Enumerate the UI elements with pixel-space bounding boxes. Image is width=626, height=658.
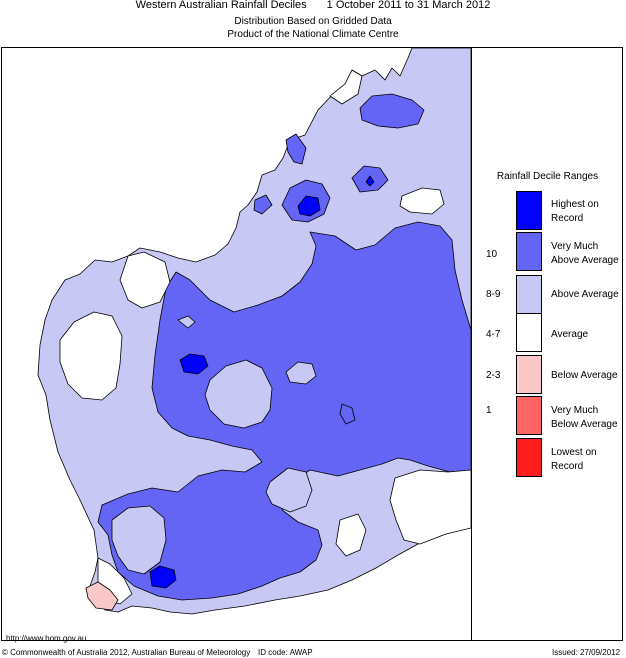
average-region-north-east: [399, 187, 445, 215]
map-subtitle-product: Product of the National Climate Centre: [227, 29, 399, 40]
above-average-patch-southwest: [111, 505, 167, 575]
legend-label-highest-on-record: Highest on Record: [551, 199, 599, 224]
footer-copyright: © Commonwealth of Australia 2012, Austra…: [2, 648, 251, 657]
highest-on-record-central: [179, 353, 209, 375]
map-title: Western Australian Rainfall Deciles 1 Oct…: [0, 0, 626, 12]
above-average-patch-east: [285, 361, 317, 385]
legend-swatch-very-much-above-average: [516, 232, 542, 271]
legend-decile-10: 10: [486, 249, 498, 260]
rainfall-map: [37, 48, 471, 615]
legend-label-above-average: Above Average: [551, 289, 619, 300]
legend-divider: [471, 47, 472, 641]
legend-label-below-average: Below Average: [551, 370, 618, 381]
average-region-kimberley-coast: [329, 69, 363, 105]
legend-label-lowest-on-record: Lowest on Record: [551, 447, 597, 472]
legend-label-very-much-below-average: Very Much Below Average: [551, 405, 618, 430]
map-title-text: Western Australian Rainfall Deciles: [135, 0, 307, 11]
very-much-above-average-kimberley-east: [359, 93, 425, 129]
average-region-south-coast: [335, 513, 367, 557]
average-region-central-west: [119, 251, 171, 309]
legend-swatch-average: [516, 313, 542, 352]
legend-swatch-very-much-below-average: [516, 396, 542, 435]
highest-on-record-southwest: [149, 565, 177, 589]
average-region-west-coast: [59, 311, 123, 401]
very-much-above-average-east-small: [339, 403, 356, 425]
above-average-patch-small: [177, 315, 196, 329]
footer-issued-date: Issued: 27/09/2012: [552, 648, 621, 657]
highest-on-record-pilbara: [297, 195, 321, 217]
above-average-patch-south: [265, 467, 313, 513]
legend-swatch-above-average: [516, 275, 542, 314]
legend-swatch-lowest-on-record: [516, 438, 542, 477]
map-frame: [1, 47, 623, 641]
highest-on-record-kimberley: [365, 175, 375, 187]
legend-decile-4-7: 4-7: [486, 329, 501, 340]
very-much-above-average-west-coast-patch: [253, 194, 273, 215]
legend-decile-2-3: 2-3: [486, 370, 501, 381]
footer-id-code: ID code: AWAP: [258, 648, 313, 657]
legend-swatch-below-average: [516, 355, 542, 394]
legend-label-very-much-above-average: Very Much Above Average: [551, 241, 619, 266]
legend-swatch-highest-on-record: [516, 191, 542, 230]
above-average-patch-central: [204, 359, 273, 429]
very-much-above-average-north-coast: [285, 133, 307, 165]
map-period: 1 October 2011 to 31 March 2012: [326, 0, 491, 11]
legend-title: Rainfall Decile Ranges: [496, 171, 599, 182]
legend-decile-8-9: 8-9: [486, 289, 501, 300]
legend-label-average: Average: [551, 329, 589, 340]
average-region-southeast: [389, 469, 471, 545]
map-subtitle-distribution: Distribution Based on Gridded Data: [234, 16, 392, 27]
footer-url[interactable]: http://www.bom.gov.au: [6, 634, 87, 643]
legend-decile-1: 1: [486, 405, 492, 416]
very-much-above-average-central: [97, 221, 471, 601]
below-average-region-southwest: [85, 581, 119, 611]
